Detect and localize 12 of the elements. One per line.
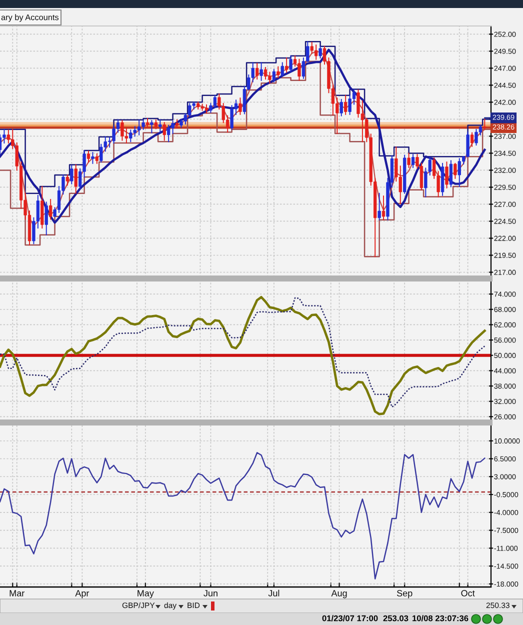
x-tick-label: Aug (331, 590, 347, 598)
x-tick-label: Jul (268, 590, 280, 596)
x-tick-label: Mar (10, 590, 24, 596)
text: 253.03 (383, 615, 408, 622)
text: 10/08 23:07:36 (412, 615, 468, 622)
x-tick-label: Oct (461, 590, 475, 596)
x-tick-label: Sep (396, 590, 412, 598)
x-tick-label: May (138, 590, 154, 598)
x-tick-label: Apr (75, 590, 90, 598)
text: ary by Accounts (1, 14, 59, 22)
text: 01/23/07 17:00 (322, 615, 378, 622)
x-tick-label: Jun (204, 590, 218, 596)
